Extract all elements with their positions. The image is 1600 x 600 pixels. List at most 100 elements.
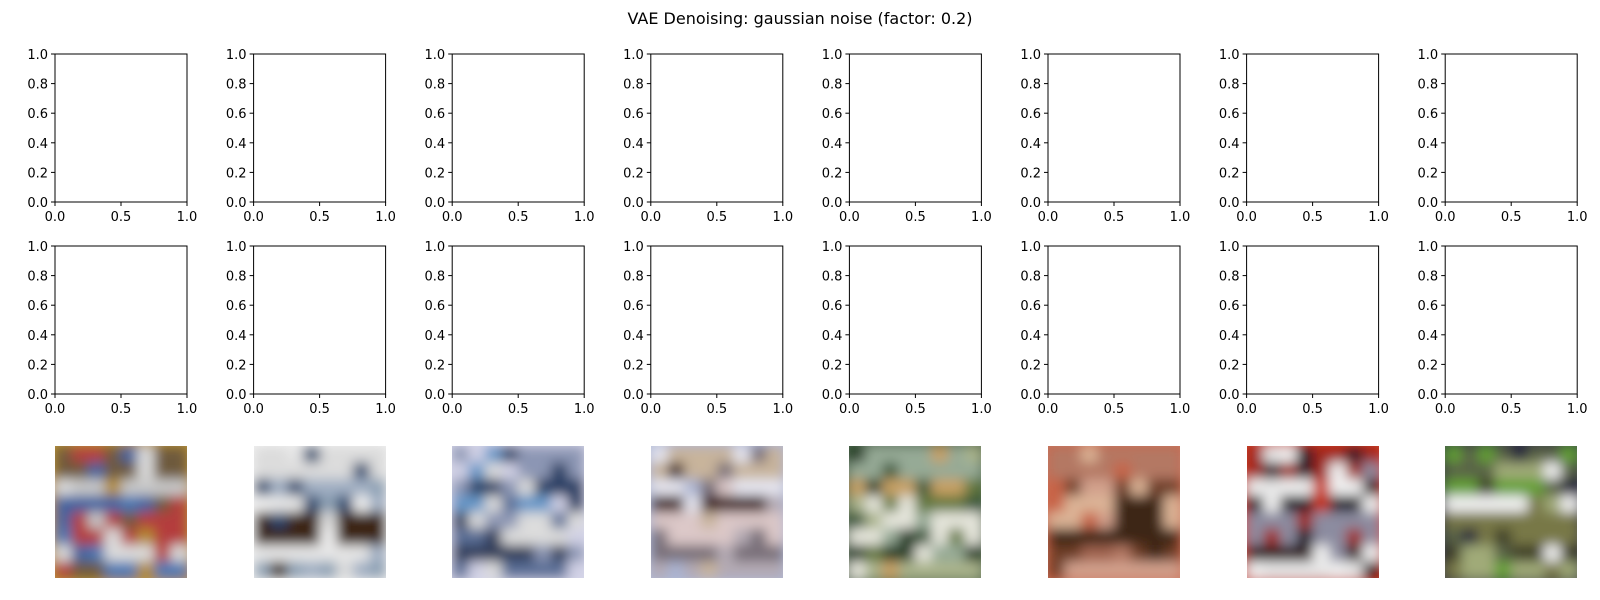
image-pixels [1445,446,1577,578]
image-pixels [254,446,386,578]
y-tick-label: 0.8 [822,270,843,285]
x-tick-label: 0.0 [1236,210,1257,225]
y-tick-label: 0.0 [226,196,247,211]
y-tick-label: 0.2 [1219,166,1240,181]
y-tick-label: 0.8 [623,78,644,93]
x-tick-label: 1.0 [971,210,992,225]
x-tick-label: 1.0 [574,402,595,417]
y-tick-label: 0.8 [1020,78,1041,93]
empty-axes-1-2: 0.0 0.5 1.0 0.0 0.2 0.4 0.6 0.8 1.0 [226,48,396,225]
y-tick-label: 0.0 [1418,196,1439,211]
y-tick-label: 0.2 [822,166,843,181]
axes-frame [650,245,784,395]
y-tick-label: 0.4 [1418,137,1439,152]
y-tick-label: 0.2 [27,358,48,373]
y-tick-label: 0.6 [1020,107,1041,122]
y-tick-label: 0.2 [1020,166,1041,181]
x-tick-label: 1.0 [375,402,396,417]
y-tick-label: 0.2 [226,358,247,373]
y-tick-label: 0.2 [623,166,644,181]
x-tick-label: 0.5 [1104,210,1125,225]
axes-frame [650,53,784,203]
empty-axes-1-4: 0.0 0.5 1.0 0.0 0.2 0.4 0.6 0.8 1.0 [623,48,793,225]
empty-axes-2-4: 0.0 0.5 1.0 0.0 0.2 0.4 0.6 0.8 1.0 [623,240,793,417]
y-tick-label: 0.0 [623,196,644,211]
x-tick-label: 0.0 [45,402,66,417]
y-tick-label: 0.8 [425,78,446,93]
axes-frame [1047,53,1181,203]
empty-axes-2-7: 0.0 0.5 1.0 0.0 0.2 0.4 0.6 0.8 1.0 [1219,240,1389,417]
y-tick-label: 0.4 [1418,329,1439,344]
y-tick-label: 0.4 [1020,329,1041,344]
x-tick-label: 0.5 [1104,402,1125,417]
y-tick-label: 0.6 [226,299,247,314]
y-tick-label: 0.6 [623,107,644,122]
x-tick-label: 1.0 [1368,210,1389,225]
empty-axes-1-1: 0.0 0.5 1.0 0.0 0.2 0.4 0.6 0.8 1.0 [27,48,197,225]
y-tick-label: 0.2 [623,358,644,373]
x-tick-label: 1.0 [177,210,198,225]
axes-frame [253,245,387,395]
y-tick-label: 0.8 [1418,270,1439,285]
axes-frame [54,53,188,203]
y-tick-label: 0.0 [27,388,48,403]
y-tick-label: 0.0 [1020,388,1041,403]
y-tick-label: 0.8 [27,270,48,285]
y-tick-label: 0.2 [1020,358,1041,373]
y-tick-label: 1.0 [1418,240,1439,255]
y-tick-label: 0.8 [1020,270,1041,285]
empty-axes-1-7: 0.0 0.5 1.0 0.0 0.2 0.4 0.6 0.8 1.0 [1219,48,1389,225]
reconstructed-image-7 [1247,446,1379,578]
axes-frame [1444,245,1578,395]
x-tick-label: 0.5 [111,210,132,225]
y-tick-label: 1.0 [27,48,48,63]
axes-frame [848,53,982,203]
y-tick-label: 0.2 [1418,166,1439,181]
x-tick-label: 0.5 [905,402,926,417]
y-tick-label: 0.4 [425,329,446,344]
y-tick-label: 0.8 [226,78,247,93]
axes-frame [1246,245,1380,395]
x-tick-label: 0.5 [508,402,529,417]
x-tick-label: 1.0 [1170,402,1191,417]
x-tick-label: 1.0 [772,210,793,225]
y-tick-label: 0.8 [1418,78,1439,93]
x-tick-label: 1.0 [772,402,793,417]
y-tick-label: 0.0 [1020,196,1041,211]
y-tick-label: 0.2 [1219,358,1240,373]
image-pixels [452,446,584,578]
reconstructed-image-8 [1445,446,1577,578]
y-tick-label: 0.2 [226,166,247,181]
y-tick-label: 0.6 [822,299,843,314]
image-pixels [55,446,187,578]
empty-axes-1-5: 0.0 0.5 1.0 0.0 0.2 0.4 0.6 0.8 1.0 [822,48,992,225]
y-tick-label: 0.8 [623,270,644,285]
y-tick-label: 0.4 [623,329,644,344]
image-pixels [1247,446,1379,578]
y-tick-label: 0.0 [425,196,446,211]
empty-axes-2-3: 0.0 0.5 1.0 0.0 0.2 0.4 0.6 0.8 1.0 [425,240,595,417]
y-tick-label: 0.4 [822,137,843,152]
x-tick-label: 0.0 [1435,402,1456,417]
reconstructed-image-3 [452,446,584,578]
empty-axes-2-6: 0.0 0.5 1.0 0.0 0.2 0.4 0.6 0.8 1.0 [1020,240,1190,417]
y-tick-label: 0.6 [27,299,48,314]
y-tick-label: 0.8 [226,270,247,285]
x-tick-label: 0.5 [1501,210,1522,225]
y-tick-label: 0.6 [1020,299,1041,314]
y-tick-label: 0.8 [27,78,48,93]
axes-frame [253,53,387,203]
x-tick-label: 0.0 [45,210,66,225]
axes-frame [451,53,585,203]
y-tick-label: 1.0 [1219,48,1240,63]
empty-axes-2-5: 0.0 0.5 1.0 0.0 0.2 0.4 0.6 0.8 1.0 [822,240,992,417]
x-tick-label: 0.0 [1435,210,1456,225]
reconstructed-image-1 [55,446,187,578]
y-tick-label: 0.4 [1219,137,1240,152]
y-tick-label: 0.2 [425,166,446,181]
y-tick-label: 0.6 [425,107,446,122]
x-tick-label: 0.0 [640,210,661,225]
image-pixels [849,446,981,578]
reconstructed-image-5 [849,446,981,578]
